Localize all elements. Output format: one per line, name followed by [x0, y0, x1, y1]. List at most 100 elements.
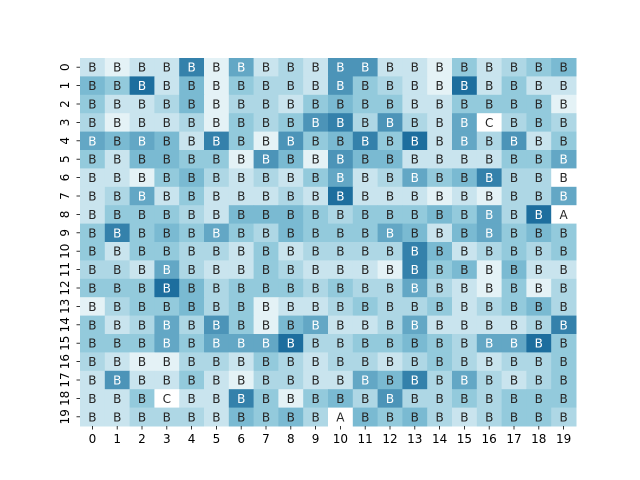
cell-label-r15-c13: B	[411, 337, 419, 351]
y-tick-label-11: 11	[58, 262, 72, 277]
heatmap-cell-r6-c5	[204, 168, 230, 188]
heatmap-cell-r17-c6	[228, 370, 255, 390]
heatmap-cell-r18-c10	[328, 389, 354, 409]
heatmap-cell-r10-c4	[179, 242, 205, 261]
heatmap-annotations: B B B B B B B B B B B B B B B B B B B BB B B B B B B B B B B B B B B B B B B B…	[88, 61, 568, 425]
heatmap-cell-r0-c6	[228, 58, 255, 77]
heatmap-cell-r7-c7	[253, 186, 279, 206]
cell-label-r17-c19: B	[559, 374, 567, 388]
heatmap-cell-r12-c8	[278, 278, 304, 298]
heatmap-cell-r7-c15	[452, 186, 478, 206]
heatmap-cell-r8-c12	[377, 205, 403, 225]
heatmap-cell-r15-c13	[402, 334, 428, 353]
cell-label-r1-c10: B	[336, 79, 344, 93]
cell-label-r19-c17: B	[510, 410, 518, 424]
heatmap-cell-r16-c19	[551, 352, 577, 372]
heatmap-cell-r4-c19	[551, 131, 577, 151]
cell-label-r7-c5: B	[212, 190, 220, 204]
cell-label-r19-c1: B	[113, 410, 121, 424]
x-tick-label-15: 15	[457, 432, 472, 446]
heatmap-cell-r14-c18	[526, 315, 552, 335]
cell-label-r13-c11: B	[361, 300, 369, 314]
heatmap-cell-r1-c3	[154, 76, 180, 96]
cell-label-r10-c16: B	[485, 245, 493, 259]
cell-label-r6-c18: B	[535, 171, 543, 185]
heatmap-cell-r10-c5	[204, 242, 230, 261]
heatmap-cell-r17-c8	[278, 370, 304, 390]
heatmap-cell-r1-c8	[278, 76, 304, 96]
cell-label-r11-c4: B	[187, 263, 195, 277]
cell-label-r5-c14: B	[435, 153, 443, 167]
cell-label-r3-c17: B	[510, 116, 518, 130]
cell-label-r7-c18: B	[535, 190, 543, 204]
cell-label-r5-c0: B	[88, 153, 96, 167]
cell-label-r1-c6: B	[237, 79, 245, 93]
heatmap-cell-r6-c6	[228, 168, 255, 188]
heatmap-cell-r5-c12	[377, 150, 403, 169]
cell-label-r17-c12: B	[386, 374, 394, 388]
heatmap-cell-r12-c19	[551, 278, 577, 298]
cell-label-r4-c14: B	[435, 134, 443, 148]
heatmap-cell-r19-c18	[526, 407, 552, 427]
heatmap-cell-r17-c3	[154, 370, 180, 390]
cell-label-r8-c16: B	[485, 208, 493, 222]
heatmap-cell-r0-c7	[253, 58, 279, 77]
cell-label-r0-c8: B	[287, 61, 295, 75]
heatmap-cell-r15-c12	[377, 334, 403, 353]
y-tick-label-7: 7	[58, 192, 72, 200]
cell-label-r12-c0: B	[88, 282, 96, 296]
heatmap-cell-r15-c16	[476, 334, 503, 353]
cell-label-r3-c11: B	[361, 116, 369, 130]
heatmap-cell-r3-c1	[104, 113, 131, 133]
heatmap-cell-r3-c17	[501, 113, 527, 133]
cell-label-r8-c5: B	[212, 208, 220, 222]
heatmap-cell-r0-c8	[278, 58, 304, 77]
heatmap-cell-r17-c12	[377, 370, 403, 390]
heatmap-cell-r14-c15	[452, 315, 478, 335]
heatmap-cell-r18-c11	[352, 389, 379, 409]
cell-label-r3-c6: B	[237, 116, 245, 130]
heatmap-cell-r3-c9	[303, 113, 329, 133]
cell-label-r8-c8: B	[287, 208, 295, 222]
cell-label-r11-c5: B	[212, 263, 220, 277]
y-tick-label-19: 19	[58, 409, 72, 424]
heatmap-cell-r17-c16	[476, 370, 503, 390]
heatmap-cell-r9-c2	[129, 223, 155, 243]
cell-label-r16-c16: B	[485, 355, 493, 369]
heatmap-cell-r2-c9	[303, 94, 329, 114]
heatmap-cell-r7-c18	[526, 186, 552, 206]
cell-label-r9-c0: B	[88, 226, 96, 240]
x-tick-label-6: 6	[237, 432, 245, 446]
heatmap-cell-r5-c7	[253, 150, 279, 169]
cell-label-r12-c8: B	[287, 282, 295, 296]
heatmap-cell-r15-c19	[551, 334, 577, 353]
heatmap-cell-r6-c15	[452, 168, 478, 188]
heatmap-cell-r11-c16	[476, 260, 503, 280]
cell-label-r16-c4: B	[187, 355, 195, 369]
cell-label-r1-c18: B	[535, 79, 543, 93]
heatmap-cell-r9-c13	[402, 223, 428, 243]
cell-label-r9-c6: B	[237, 226, 245, 240]
heatmap-cell-r19-c10	[328, 407, 354, 427]
y-tick-label-12: 12	[58, 280, 72, 295]
cell-label-r0-c17: B	[510, 61, 518, 75]
cell-label-r15-c15: B	[460, 337, 468, 351]
cell-label-r7-c11: B	[361, 190, 369, 204]
cell-label-r18-c10: B	[336, 392, 344, 406]
cell-label-r18-c12: B	[386, 392, 394, 406]
heatmap-cell-r16-c8	[278, 352, 304, 372]
heatmap-cell-r4-c5	[204, 131, 230, 151]
cell-label-r9-c13: B	[411, 226, 419, 240]
heatmap-cell-r6-c2	[129, 168, 155, 188]
cell-label-r13-c12: B	[386, 300, 394, 314]
cell-label-r5-c4: B	[187, 153, 195, 167]
cell-label-r14-c7: B	[262, 318, 270, 332]
cell-label-r7-c6: B	[237, 190, 245, 204]
heatmap-cell-r7-c9	[303, 186, 329, 206]
cell-label-r15-c1: B	[113, 337, 121, 351]
heatmap-cell-r6-c9	[303, 168, 329, 188]
cell-label-r4-c9: B	[311, 134, 319, 148]
cell-label-r14-c16: B	[485, 318, 493, 332]
heatmap-cell-r15-c9	[303, 334, 329, 353]
heatmap-cell-r4-c8	[278, 131, 304, 151]
